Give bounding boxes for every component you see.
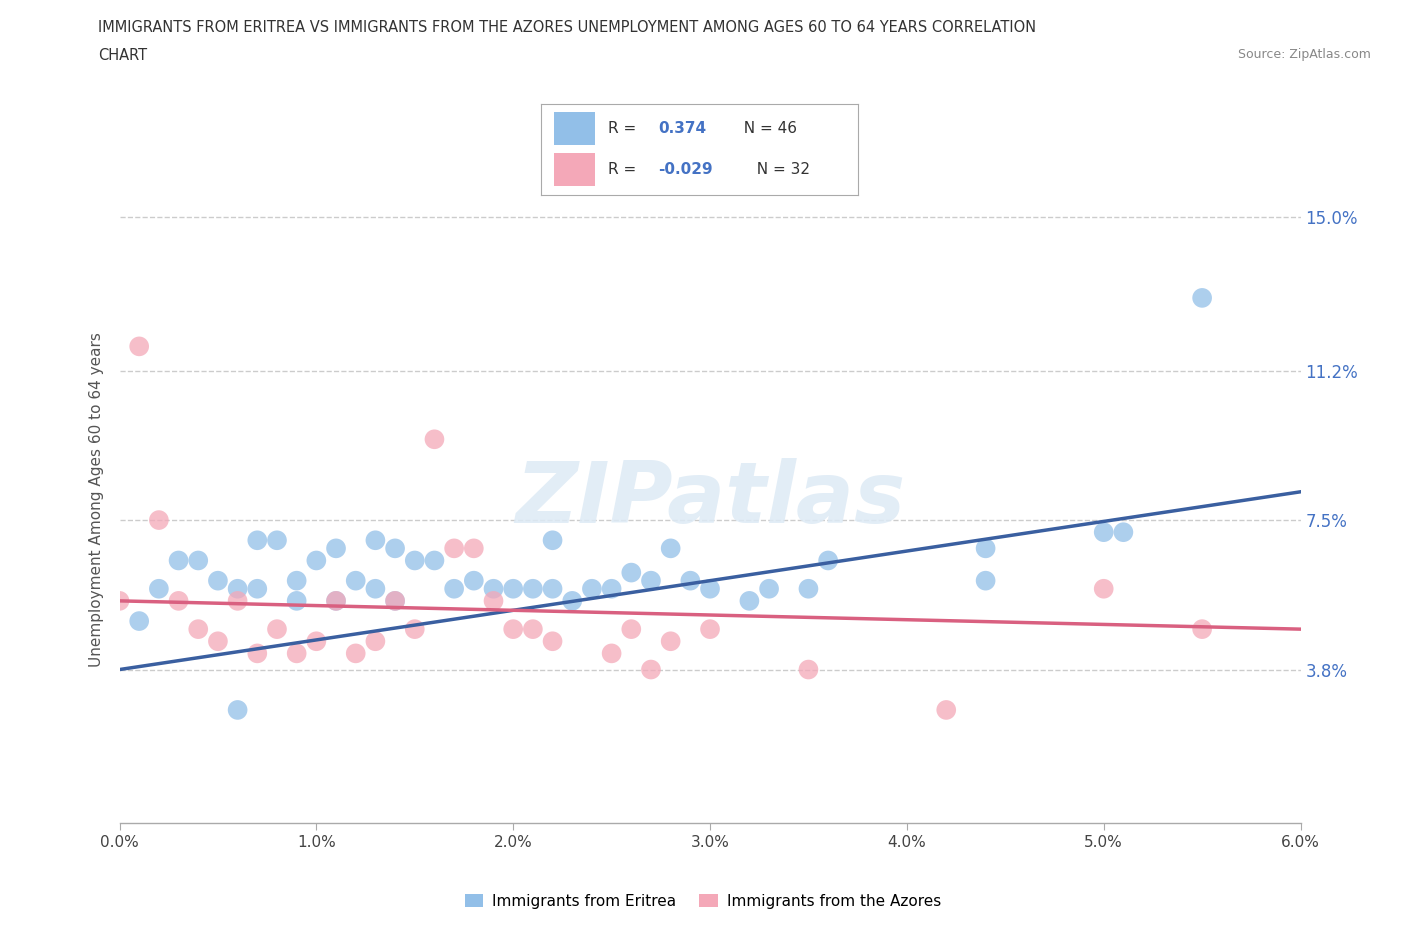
Point: [502, 581, 524, 596]
Point: [128, 339, 150, 353]
Point: [384, 541, 406, 556]
Point: [108, 593, 131, 608]
Point: [344, 646, 367, 661]
Point: [738, 593, 761, 608]
Point: [148, 581, 170, 596]
Legend: Immigrants from Eritrea, Immigrants from the Azores: Immigrants from Eritrea, Immigrants from…: [458, 888, 948, 915]
Text: CHART: CHART: [98, 48, 148, 63]
Point: [285, 593, 308, 608]
Point: [423, 553, 446, 568]
Point: [522, 581, 544, 596]
Point: [266, 622, 288, 637]
Point: [404, 553, 426, 568]
Point: [620, 565, 643, 580]
Point: [522, 622, 544, 637]
Point: [167, 553, 190, 568]
Point: [404, 622, 426, 637]
Point: [482, 581, 505, 596]
Point: [1112, 525, 1135, 539]
Y-axis label: Unemployment Among Ages 60 to 64 years: Unemployment Among Ages 60 to 64 years: [89, 332, 104, 668]
Point: [325, 541, 347, 556]
Point: [187, 622, 209, 637]
Point: [974, 573, 997, 588]
Point: [935, 702, 957, 717]
Point: [443, 581, 465, 596]
Point: [541, 533, 564, 548]
Point: [561, 593, 583, 608]
Point: [148, 512, 170, 527]
Point: [128, 614, 150, 629]
Point: [463, 573, 485, 588]
Text: Source: ZipAtlas.com: Source: ZipAtlas.com: [1237, 48, 1371, 61]
Text: N = 46: N = 46: [734, 121, 797, 137]
Point: [1092, 581, 1115, 596]
Point: [443, 541, 465, 556]
Point: [266, 533, 288, 548]
Point: [187, 553, 209, 568]
Point: [640, 573, 662, 588]
Point: [423, 432, 446, 446]
Point: [1191, 622, 1213, 637]
Point: [797, 662, 820, 677]
Point: [659, 634, 682, 649]
Bar: [554, 113, 595, 145]
Point: [640, 662, 662, 677]
Point: [226, 581, 249, 596]
Bar: [554, 153, 595, 186]
Point: [285, 573, 308, 588]
Point: [305, 634, 328, 649]
Text: ZIPatlas: ZIPatlas: [515, 458, 905, 541]
Point: [364, 533, 387, 548]
Text: R =: R =: [607, 121, 645, 137]
Point: [226, 593, 249, 608]
Point: [502, 622, 524, 637]
Point: [207, 573, 229, 588]
Point: [364, 581, 387, 596]
Point: [384, 593, 406, 608]
Point: [305, 553, 328, 568]
Point: [482, 593, 505, 608]
Point: [758, 581, 780, 596]
Point: [246, 533, 269, 548]
Point: [797, 581, 820, 596]
Point: [620, 622, 643, 637]
Point: [699, 581, 721, 596]
Point: [659, 541, 682, 556]
Text: N = 32: N = 32: [747, 162, 810, 178]
Point: [600, 646, 623, 661]
Point: [1092, 525, 1115, 539]
Point: [600, 581, 623, 596]
Point: [679, 573, 702, 588]
Point: [581, 581, 603, 596]
Point: [325, 593, 347, 608]
Point: [226, 702, 249, 717]
Point: [207, 634, 229, 649]
Point: [246, 646, 269, 661]
Point: [817, 553, 839, 568]
Point: [344, 573, 367, 588]
Text: R =: R =: [607, 162, 641, 178]
Point: [974, 541, 997, 556]
Text: IMMIGRANTS FROM ERITREA VS IMMIGRANTS FROM THE AZORES UNEMPLOYMENT AMONG AGES 60: IMMIGRANTS FROM ERITREA VS IMMIGRANTS FR…: [98, 20, 1036, 35]
Point: [541, 581, 564, 596]
Point: [541, 634, 564, 649]
Point: [285, 646, 308, 661]
Text: 0.374: 0.374: [658, 121, 706, 137]
Point: [1191, 290, 1213, 305]
Point: [699, 622, 721, 637]
Point: [325, 593, 347, 608]
Point: [463, 541, 485, 556]
Point: [364, 634, 387, 649]
Text: -0.029: -0.029: [658, 162, 713, 178]
Point: [246, 581, 269, 596]
Point: [167, 593, 190, 608]
Point: [384, 593, 406, 608]
